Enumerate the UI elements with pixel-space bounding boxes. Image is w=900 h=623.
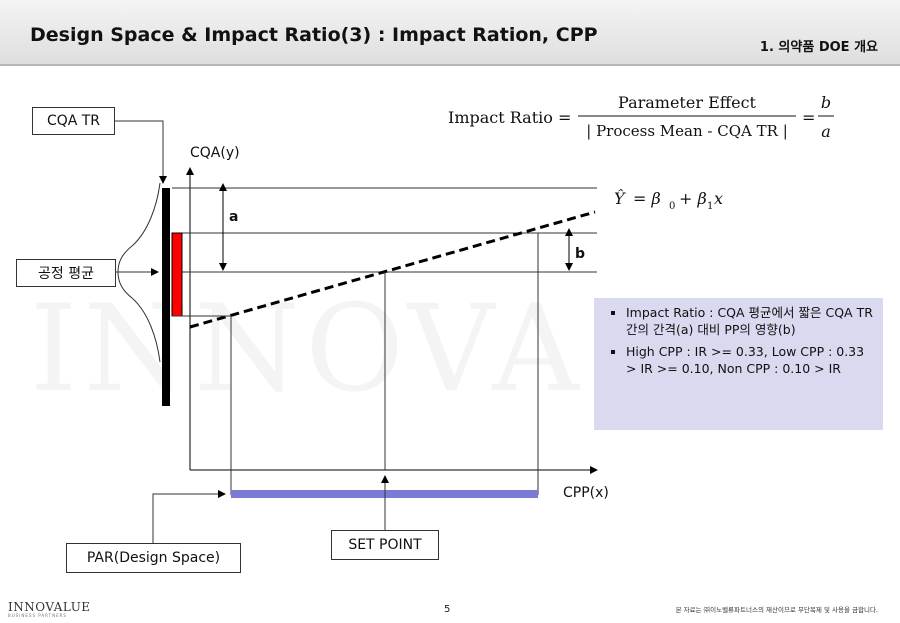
formula-numerator: Parameter Effect xyxy=(618,93,757,112)
x-axis-label: CPP(x) xyxy=(563,485,609,501)
formula-lhs: Impact Ratio = xyxy=(448,108,571,127)
innovalue-logo: INNOVALUE xyxy=(8,600,91,614)
formula-b: b xyxy=(821,93,831,112)
note-item-criteria: High CPP : IR >= 0.33, Low CPP : 0.33 > … xyxy=(626,343,875,377)
copyright-notice: 본 자료는 ㈜이노밸류파트너스의 재산이므로 무단복제 및 사용을 금합니다. xyxy=(675,606,878,614)
watermark-text: INNOVA xyxy=(30,280,585,419)
formula-denominator: | Process Mean - CQA TR | xyxy=(586,122,788,140)
regression-equation: Ŷ = β 0 + β 1 x xyxy=(614,188,723,212)
section-label: 1. 의약품 DOE 개요 xyxy=(759,40,878,55)
cqa-tr-box: CQA TR xyxy=(32,107,115,135)
a-label: a xyxy=(229,209,238,225)
impact-ratio-formula: Impact Ratio = Parameter Effect | Proces… xyxy=(448,93,834,141)
formula-equals: = xyxy=(802,108,815,127)
process-variation-bar xyxy=(171,232,183,317)
header-band xyxy=(0,0,900,66)
par-design-space-box: PAR(Design Space) xyxy=(66,543,241,573)
page-number: 5 xyxy=(444,604,451,615)
regression-plus-beta1: + β xyxy=(679,189,707,208)
cqa-tr-connector xyxy=(115,120,167,184)
par-connector xyxy=(152,490,226,543)
impact-ratio-note: Impact Ratio : CQA 평균에서 짧은 CQA TR 간의 간격(… xyxy=(594,298,883,430)
regression-line xyxy=(189,210,596,329)
page-title: Design Space & Impact Ratio(3) : Impact … xyxy=(30,24,598,46)
set-point-box: SET POINT xyxy=(331,530,439,560)
note-item-definition: Impact Ratio : CQA 평균에서 짧은 CQA TR 간의 간격(… xyxy=(626,304,875,338)
b-label: b xyxy=(575,246,585,262)
regression-eq-beta0: = β xyxy=(633,189,661,208)
process-mean-box: 공정 평균 xyxy=(16,259,116,287)
regression-yhat: Ŷ xyxy=(614,188,626,208)
y-axis-label: CQA(y) xyxy=(190,145,240,161)
regression-x: x xyxy=(714,189,723,208)
regression-sub0: 0 xyxy=(669,201,675,212)
cqa-range-bar xyxy=(162,188,170,406)
innovalue-logo-sub: BUSINESS PARTNERS xyxy=(8,613,67,618)
regression-sub1: 1 xyxy=(707,201,713,212)
formula-a: a xyxy=(821,122,831,141)
